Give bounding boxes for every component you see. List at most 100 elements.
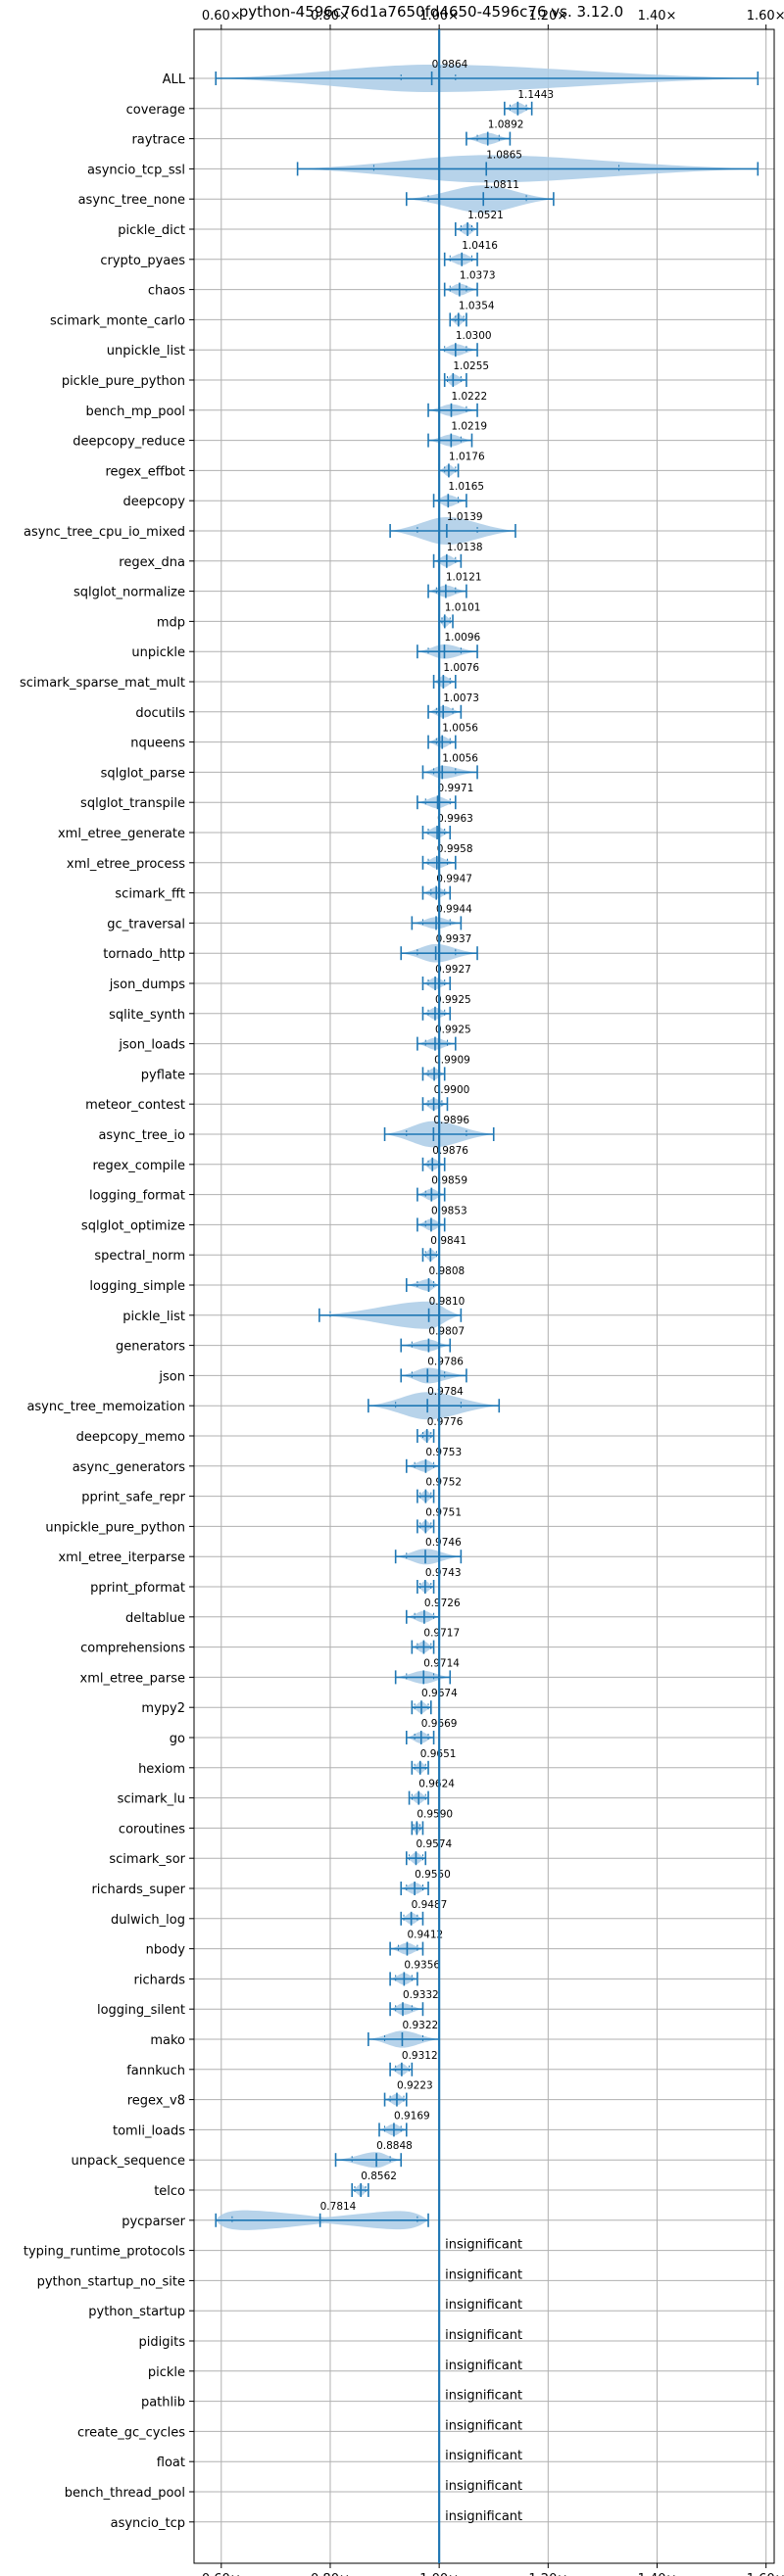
x-tick-label-top: 1.40× xyxy=(638,9,677,24)
value-label: 0.9944 xyxy=(436,903,472,915)
benchmark-name: comprehensions xyxy=(80,1642,185,1656)
insignificant-label: insignificant xyxy=(445,2449,522,2463)
benchmark-name: pickle_list xyxy=(122,1310,185,1324)
value-label: 1.0811 xyxy=(483,179,519,191)
benchmark-name: richards xyxy=(134,1973,186,1987)
benchmark-name: xml_etree_parse xyxy=(80,1671,185,1686)
insignificant-label: insignificant xyxy=(445,2509,522,2524)
value-label: 0.9937 xyxy=(436,933,472,945)
axes-layer: 0.60× 0.60× 0.80× 0.80× 1.00× 1.00× 1.20× 1.20×… xyxy=(189,9,784,2576)
benchmark-name: typing_runtime_protocols xyxy=(24,2245,185,2260)
benchmark-name: mypy2 xyxy=(141,1701,185,1716)
violin-layer xyxy=(215,65,760,2230)
value-label: 0.9925 xyxy=(435,1025,471,1036)
benchmark-name: mdp xyxy=(157,615,185,630)
insignificant-label: insignificant xyxy=(445,2328,522,2343)
benchmark-name: xml_etree_iterparse xyxy=(58,1550,185,1565)
value-label: 0.9717 xyxy=(423,1628,460,1640)
value-label: 0.9223 xyxy=(397,2080,433,2092)
x-tick-label-top: 0.60× xyxy=(202,9,241,24)
value-label: 1.0056 xyxy=(442,723,478,735)
benchmark-name: sqlglot_optimize xyxy=(81,1218,185,1233)
benchmark-name: sqlite_synth xyxy=(109,1008,185,1023)
value-label: 0.8848 xyxy=(376,2140,413,2152)
benchmark-name: gc_traversal xyxy=(107,917,185,931)
benchmark-name: float xyxy=(157,2456,185,2470)
value-label: 0.9971 xyxy=(438,783,474,794)
value-label: 0.9487 xyxy=(412,1899,448,1911)
benchmark-name: dulwich_log xyxy=(111,1913,185,1928)
benchmark-name: chaos xyxy=(148,284,185,299)
value-label: 1.0176 xyxy=(449,451,485,462)
benchmark-name: sqlglot_normalize xyxy=(74,586,185,600)
value-label: 1.0416 xyxy=(462,240,498,252)
grid-layer xyxy=(194,29,774,2563)
value-label: 0.9169 xyxy=(394,2110,430,2122)
value-label: 1.0121 xyxy=(446,572,482,584)
benchmark-name: deepcopy xyxy=(122,495,185,509)
benchmark-name: scimark_sor xyxy=(109,1852,185,1867)
benchmark-name: sqlglot_transpile xyxy=(80,796,185,811)
benchmark-name: unpack_sequence xyxy=(71,2154,185,2169)
value-label: 0.9947 xyxy=(436,874,472,885)
benchmark-name: json_loads xyxy=(118,1038,185,1053)
x-tick-label-bottom: 0.60× xyxy=(202,2572,241,2576)
benchmark-name: json xyxy=(158,1369,185,1384)
value-label: 0.9859 xyxy=(431,1175,467,1187)
benchmark-name: unpickle_pure_python xyxy=(45,1520,185,1535)
benchmark-name: logging_silent xyxy=(97,2003,185,2018)
x-tick-label-top: 1.60× xyxy=(747,9,784,24)
value-label: 1.0096 xyxy=(444,632,480,644)
benchmark-name: async_tree_memoization xyxy=(26,1400,185,1414)
benchmark-name: create_gc_cycles xyxy=(77,2425,185,2440)
value-label: 0.9900 xyxy=(434,1084,470,1096)
benchmark-name: spectral_norm xyxy=(94,1249,185,1264)
benchmark-name: json_dumps xyxy=(109,978,185,992)
value-label: 0.9322 xyxy=(402,2020,438,2031)
value-label: 1.0076 xyxy=(443,662,479,674)
value-label: 0.9776 xyxy=(427,1416,464,1428)
benchmark-name: fannkuch xyxy=(126,2064,185,2078)
benchmark-name: pidigits xyxy=(139,2335,186,2350)
benchmark-name: scimark_lu xyxy=(118,1792,185,1807)
benchmark-name: coverage xyxy=(126,103,185,118)
value-label: 0.9590 xyxy=(416,1808,453,1820)
value-label: 0.9574 xyxy=(416,1838,452,1850)
benchmark-name: regex_effbot xyxy=(105,464,185,479)
value-label: 0.9624 xyxy=(418,1779,455,1790)
benchmark-name: asyncio_tcp_ssl xyxy=(87,163,185,177)
benchmark-name: scimark_sparse_mat_mult xyxy=(20,676,185,691)
insignificant-label: insignificant xyxy=(445,2238,522,2253)
benchmark-name: raytrace xyxy=(131,133,185,148)
value-label: 1.0139 xyxy=(447,511,483,523)
benchmark-name: pprint_safe_repr xyxy=(81,1491,185,1505)
x-tick-label-top: 0.80× xyxy=(311,9,350,24)
value-label: 1.0222 xyxy=(451,391,487,403)
value-label: 1.0300 xyxy=(456,330,492,342)
value-label: 0.9808 xyxy=(428,1265,465,1277)
value-label: 0.9753 xyxy=(425,1447,462,1458)
benchmark-name: regex_compile xyxy=(92,1159,185,1173)
value-label: 1.0165 xyxy=(448,481,484,493)
x-tick-label-bottom: 1.00× xyxy=(419,2572,459,2576)
benchmark-name: pickle_pure_python xyxy=(62,374,185,389)
benchmark-name: nqueens xyxy=(130,737,185,751)
value-label: 1.0373 xyxy=(460,270,496,282)
benchmark-name: mako xyxy=(150,2033,185,2048)
benchmark-name: generators xyxy=(116,1340,185,1355)
benchmark-name: pprint_pformat xyxy=(90,1581,185,1596)
value-label: 1.0138 xyxy=(447,542,483,553)
benchmark-name: crypto_pyaes xyxy=(100,254,185,268)
insignificant-label: insignificant xyxy=(445,2359,522,2373)
benchmark-name: logging_simple xyxy=(89,1279,185,1294)
benchmark-name: unpickle_list xyxy=(107,344,185,358)
value-label: 0.9876 xyxy=(432,1145,468,1157)
value-label: 0.9751 xyxy=(425,1506,462,1518)
value-label: 0.9412 xyxy=(407,1930,443,1941)
benchmark-name: python_startup xyxy=(88,2305,185,2319)
insignificant-label: insignificant xyxy=(445,2479,522,2494)
value-label: 0.9853 xyxy=(431,1205,467,1216)
benchmark-name: async_generators xyxy=(73,1460,186,1475)
value-label: 0.9786 xyxy=(427,1356,464,1367)
value-label: 0.9841 xyxy=(430,1235,466,1247)
